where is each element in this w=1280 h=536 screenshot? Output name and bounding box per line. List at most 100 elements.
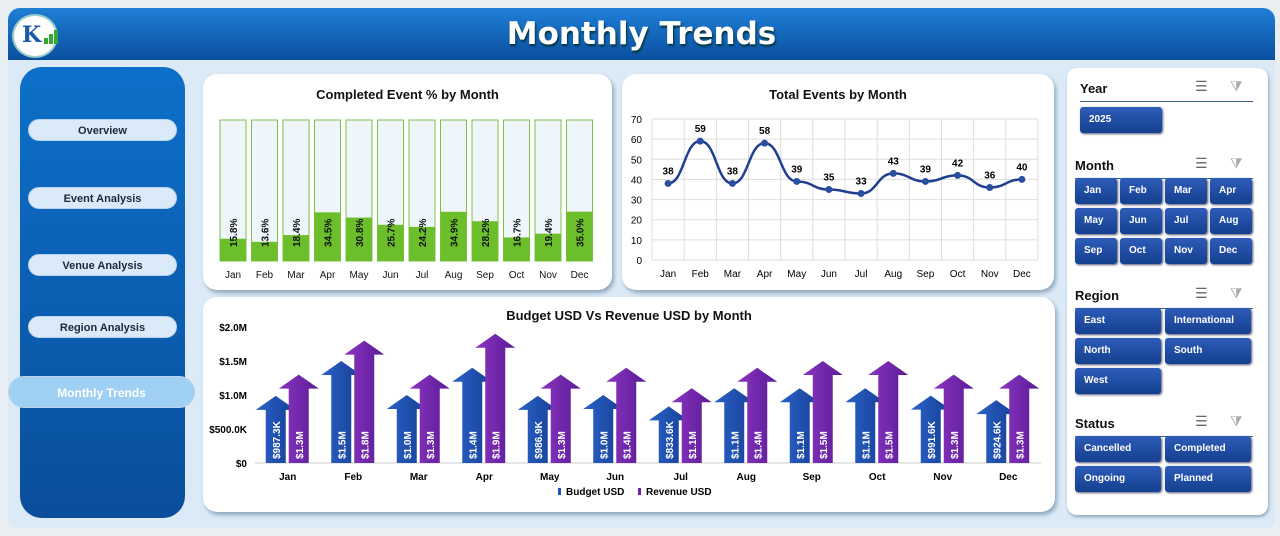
divider	[1075, 308, 1253, 309]
data-label: $1.3M	[950, 431, 961, 459]
data-label: 42	[952, 158, 964, 169]
x-tick-label: Jul	[416, 270, 429, 281]
clear-filter-icon[interactable]: ⧩	[1230, 79, 1243, 95]
slicer-month-item[interactable]: Dec	[1210, 238, 1252, 264]
slicer-region-item[interactable]: North	[1075, 338, 1161, 364]
x-tick-label: Nov	[933, 472, 952, 483]
data-label: $1.9M	[491, 431, 502, 459]
data-label: $1.3M	[426, 431, 437, 459]
x-tick-label: Jan	[660, 269, 676, 280]
slicer-status-item[interactable]: Ongoing	[1075, 466, 1161, 492]
x-tick-label: Jun	[606, 472, 624, 483]
budget-arrow	[255, 395, 296, 463]
clear-filter-icon[interactable]: ⧩	[1230, 414, 1243, 430]
data-label: 34.9%	[450, 219, 461, 247]
data-label: $1.1M	[861, 431, 872, 459]
multi-select-icon[interactable]: ☰	[1195, 156, 1208, 172]
nav-venue-analysis[interactable]: Venue Analysis	[28, 254, 177, 276]
data-label: $1.0M	[599, 431, 610, 459]
y-tick-label: $2.0M	[219, 323, 247, 334]
budget-arrow	[648, 406, 689, 463]
multi-select-icon[interactable]: ☰	[1195, 414, 1208, 430]
data-label: 43	[888, 156, 900, 167]
slicer-month-item[interactable]: Sep	[1075, 238, 1117, 264]
bar	[409, 226, 435, 261]
x-tick-label: Nov	[981, 269, 999, 280]
bar	[314, 212, 341, 261]
bar-background	[251, 119, 278, 262]
page-title: Monthly Trends	[506, 16, 777, 52]
data-point	[696, 137, 704, 145]
data-label: $1.5M	[819, 431, 830, 459]
data-label: 38	[663, 166, 675, 177]
bar	[566, 211, 593, 261]
x-tick-label: Aug	[445, 270, 463, 281]
slicer-month-item[interactable]: Mar	[1165, 178, 1207, 204]
x-tick-label: Feb	[256, 270, 274, 281]
data-label: $1.3M	[295, 431, 306, 459]
slicer-status-item[interactable]: Completed	[1165, 436, 1251, 462]
revenue-arrow	[802, 361, 843, 463]
data-label: 35	[823, 173, 835, 184]
clear-filter-icon[interactable]: ⧩	[1230, 156, 1243, 172]
budget-arrow	[845, 388, 886, 463]
y-tick-label: $1.5M	[219, 357, 247, 368]
data-label: 19.4%	[544, 219, 555, 247]
budget-revenue-svg: $0 $500.0K $1.0M $1.5M $2.0M $987.3K $1.3M Jan $…	[209, 323, 1041, 498]
bar	[283, 235, 309, 261]
slicer-month-item[interactable]: Apr	[1210, 178, 1252, 204]
data-label: 13.6%	[261, 219, 272, 247]
slicer-month-item[interactable]: Jan	[1075, 178, 1117, 204]
completed-pct-chart: Completed Event % by Month 15.8% Jan 13.6%…	[203, 74, 612, 290]
budget-arrow	[976, 400, 1017, 463]
nav-event-analysis[interactable]: Event Analysis	[28, 187, 177, 209]
slicer-region-item[interactable]: East	[1075, 308, 1161, 334]
data-label: 59	[695, 124, 707, 135]
slicer-month-item[interactable]: Nov	[1165, 238, 1207, 264]
x-tick-label: Sep	[803, 472, 821, 483]
x-tick-label: Dec	[571, 270, 589, 281]
slicer-month-item[interactable]: Jul	[1165, 208, 1207, 234]
data-label: 33	[856, 177, 868, 188]
budget-arrow	[386, 395, 427, 463]
data-label: $986.9K	[534, 420, 545, 459]
slicer-month-item[interactable]: Aug	[1210, 208, 1252, 234]
slicer-month-item[interactable]: Feb	[1120, 178, 1162, 204]
nav-monthly-trends[interactable]: Monthly Trends	[8, 376, 195, 408]
divider	[1080, 101, 1253, 102]
clear-filter-icon[interactable]: ⧩	[1230, 286, 1243, 302]
slicer-month-item[interactable]: Oct	[1120, 238, 1162, 264]
budget-arrow	[517, 395, 558, 463]
slicer-month-item[interactable]: Jun	[1120, 208, 1162, 234]
slicer-status-item[interactable]: Planned	[1165, 466, 1251, 492]
bar	[251, 241, 278, 261]
logo-letter: K	[22, 22, 42, 48]
bar	[472, 221, 498, 261]
slicer-region-item[interactable]: International	[1165, 308, 1251, 334]
data-label: $1.3M	[1015, 431, 1026, 459]
slicer-panel: Year ☰ ⧩ 2025 Month ☰ ⧩ Jan Feb Mar Apr May Jun Jul Au…	[1067, 68, 1268, 515]
nav-region-analysis[interactable]: Region Analysis	[28, 316, 177, 338]
revenue-arrow	[933, 374, 974, 463]
data-point	[761, 139, 769, 147]
data-label: $1.4M	[753, 431, 764, 459]
x-tick-label: Jan	[279, 472, 296, 483]
slicer-year-item[interactable]: 2025	[1080, 107, 1162, 133]
data-label: 25.7%	[387, 219, 398, 247]
data-label: $987.3K	[272, 420, 283, 459]
y-tick-label: $500.0K	[209, 425, 248, 436]
x-tick-label: Feb	[692, 269, 710, 280]
nav-overview[interactable]: Overview	[28, 119, 177, 141]
budget-arrow	[714, 388, 755, 463]
slicer-region-item[interactable]: West	[1075, 368, 1161, 394]
bar-background	[219, 119, 247, 262]
slicer-month-title: Month	[1075, 158, 1114, 173]
multi-select-icon[interactable]: ☰	[1195, 286, 1208, 302]
multi-select-icon[interactable]: ☰	[1195, 79, 1208, 95]
slicer-month-item[interactable]: May	[1075, 208, 1117, 234]
bar	[346, 217, 372, 261]
slicer-status-item[interactable]: Cancelled	[1075, 436, 1161, 462]
chart-title: Budget USD Vs Revenue USD by Month	[506, 308, 752, 323]
data-point	[825, 186, 833, 193]
slicer-region-item[interactable]: South	[1165, 338, 1251, 364]
